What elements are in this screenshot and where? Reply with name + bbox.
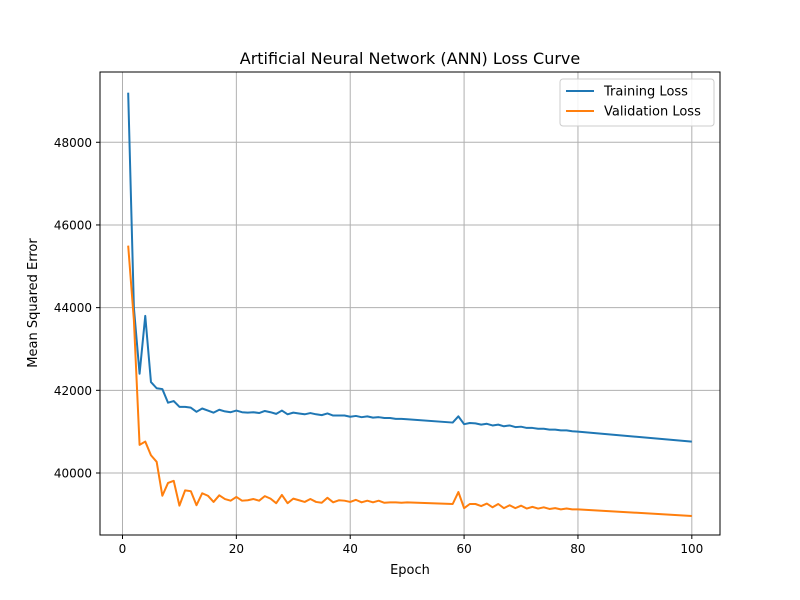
y-tick-label: 40000 <box>54 466 92 480</box>
legend: Training Loss Validation Loss <box>559 78 715 127</box>
y-tick-label: 44000 <box>54 301 92 315</box>
chart-title: Artificial Neural Network (ANN) Loss Cur… <box>240 49 581 68</box>
x-tick-label: 20 <box>229 542 244 556</box>
series-line-training <box>127 92 692 443</box>
legend-label-validation: Validation Loss <box>604 105 701 120</box>
series-line-validation <box>127 245 692 517</box>
x-tick-label: 0 <box>119 542 127 556</box>
x-tick-label: 80 <box>570 542 585 556</box>
y-axis-label: Mean Squared Error <box>26 238 41 368</box>
plot-frame <box>99 71 721 536</box>
y-tick-label: 46000 <box>54 218 92 232</box>
y-tick-label: 42000 <box>54 384 92 398</box>
grid <box>100 72 720 535</box>
x-tick-label: 60 <box>456 542 471 556</box>
y-tick-label: 48000 <box>54 136 92 150</box>
legend-label-training: Training Loss <box>603 85 688 100</box>
series-lines <box>127 92 692 517</box>
axis-ticks: 0 20 40 60 80 100 40000 42000 44000 46000 48000 <box>54 136 703 556</box>
x-axis-label: Epoch <box>390 563 430 578</box>
x-tick-label: 100 <box>680 542 703 556</box>
legend-box <box>559 78 715 127</box>
x-tick-label: 40 <box>343 542 358 556</box>
